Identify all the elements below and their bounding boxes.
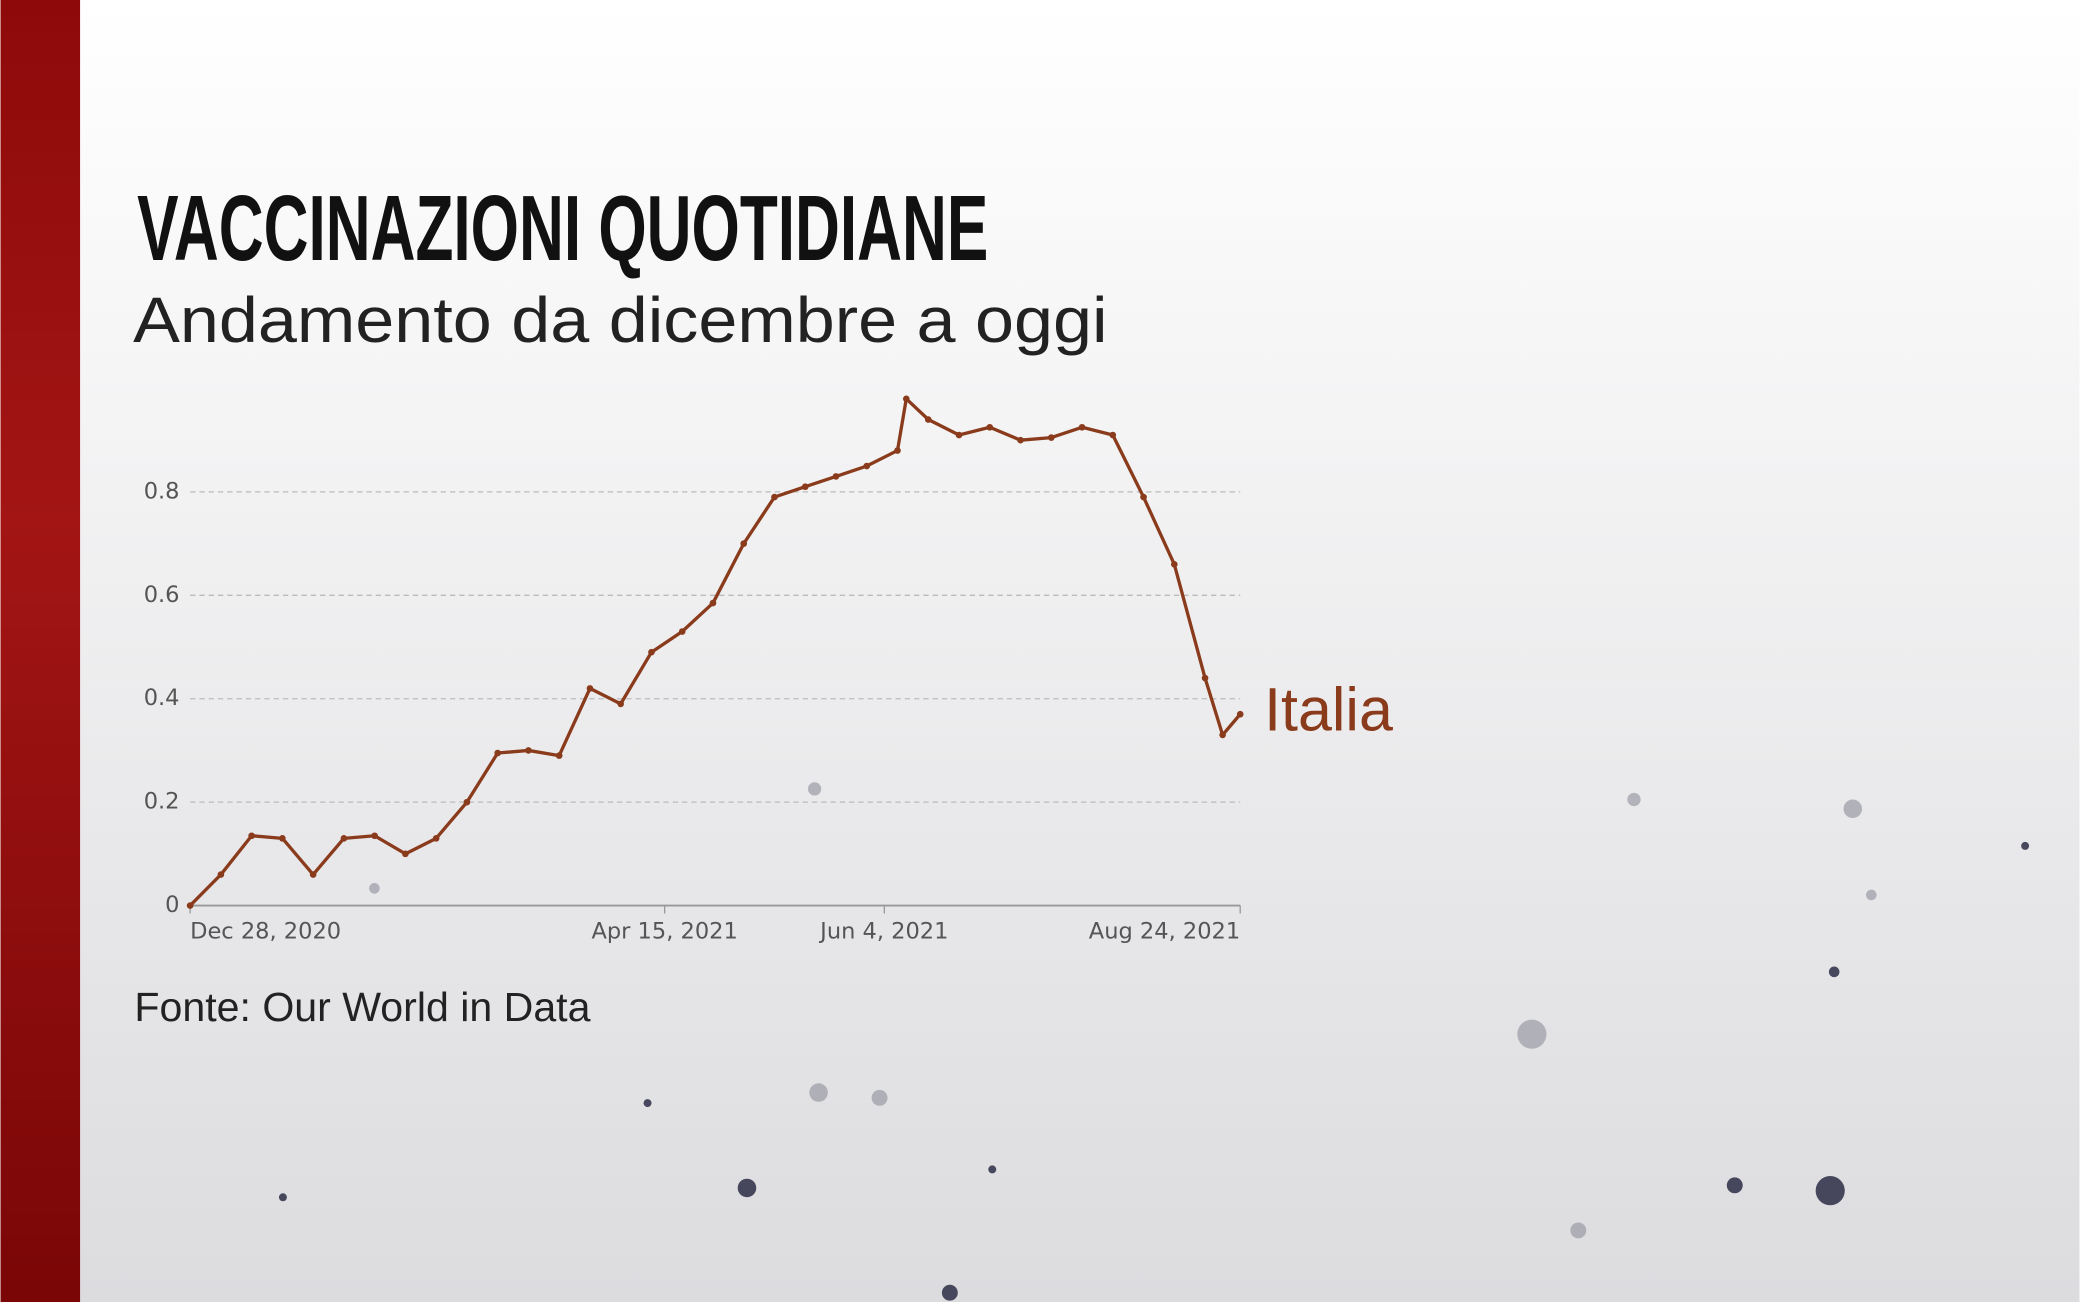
point [902,395,910,403]
point [217,871,225,878]
point [1201,674,1209,682]
point [279,835,286,842]
chart-title: VACCINAZIONI QUOTIDIANE [137,176,988,280]
y-tick-label: 0 [165,892,179,918]
point [525,747,532,754]
y-tick-label: 0.4 [144,685,180,711]
y-tick-label: 0.8 [144,478,180,504]
point [648,648,655,656]
decor-dots [278,841,2030,1301]
point [709,599,717,607]
point [1047,434,1055,441]
point [986,423,994,431]
x-tick-label: Dec 28, 2020 [190,919,341,945]
point [863,462,871,470]
point [586,685,594,692]
chart-subtitle: Andamento da dicembre a oggi [133,285,1108,356]
point [771,493,778,501]
y-tick-label: 0.2 [144,789,180,815]
point [1078,423,1086,431]
point [832,473,840,480]
decor-dots-light [369,782,1877,1239]
point [371,832,378,840]
point [309,871,317,878]
x-tick-label: Apr 15, 2021 [591,919,737,945]
point [955,431,963,439]
point [494,749,501,757]
series-label: Italia [1264,675,1393,743]
point [894,447,901,454]
point [186,902,194,909]
y-tick-label: 0.6 [144,582,180,608]
point [1109,431,1117,439]
point [1017,436,1024,444]
point [340,835,348,842]
point [555,752,563,759]
point [248,832,255,840]
point [924,416,932,423]
point [740,540,748,547]
point [463,798,471,806]
x-tick-label: Aug 24, 2021 [1089,919,1240,945]
x-tick-label: Jun 4, 2021 [818,919,948,945]
source: Fonte: Our World in Data [134,984,590,1030]
point [1170,560,1178,568]
point [1236,710,1244,718]
point [402,850,409,858]
point [678,628,686,635]
point [1219,731,1226,739]
point [1140,493,1147,501]
side-band [0,0,81,1302]
point [617,700,625,708]
point [432,835,440,842]
point [801,483,809,491]
